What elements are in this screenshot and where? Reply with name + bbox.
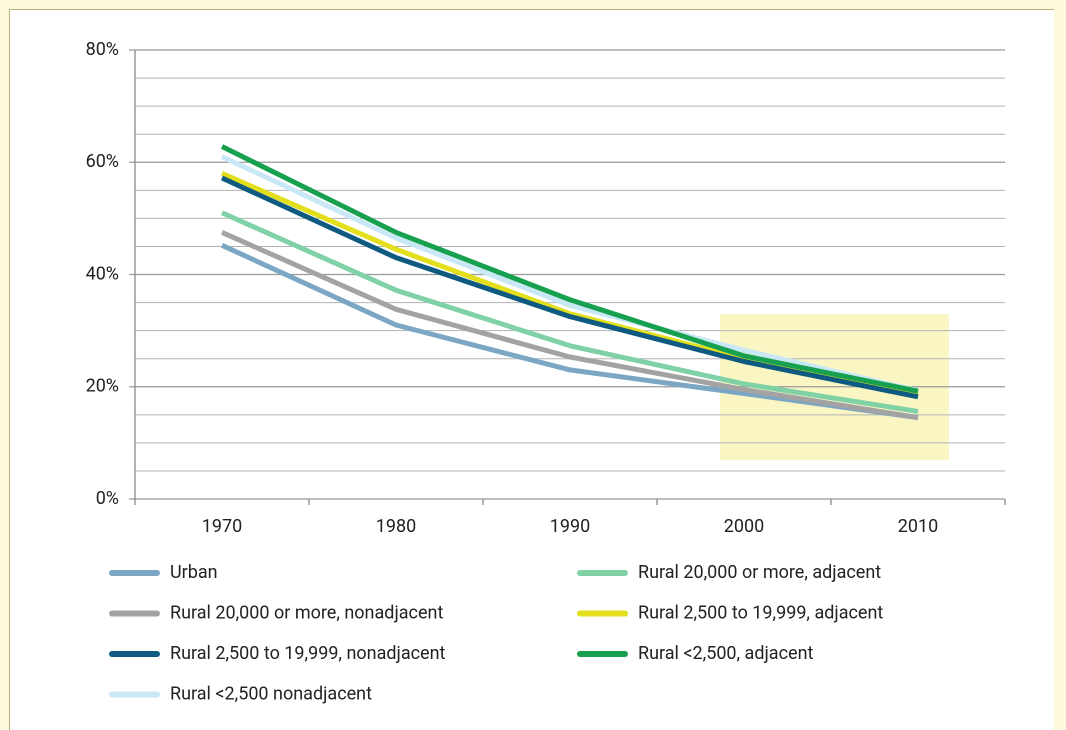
- legend-label: Rural 2,500 to 19,999, nonadjacent: [170, 643, 446, 664]
- legend-label: Rural <2,500, adjacent: [638, 643, 814, 664]
- x-tick-label: 1990: [550, 516, 590, 537]
- series-line: [220, 154, 919, 394]
- y-tick-label: 0%: [96, 488, 119, 509]
- x-tick-label: 2010: [898, 516, 938, 537]
- series-line: [220, 210, 919, 414]
- legend-label: Rural 20,000 or more, nonadjacent: [170, 602, 443, 623]
- x-tick-label: 1980: [376, 516, 416, 537]
- legend-label: Urban: [170, 562, 218, 583]
- y-tick-label: 60%: [86, 151, 119, 172]
- legend-label: Rural <2,500 nonadjacent: [170, 683, 372, 704]
- legend-label: Rural 20,000 or more, adjacent: [638, 562, 881, 583]
- legend-label: Rural 2,500 to 19,999, adjacent: [638, 602, 883, 623]
- x-tick-label: 2000: [724, 516, 764, 537]
- series-line: [220, 230, 919, 421]
- series-line: [220, 144, 919, 394]
- series-line: [220, 175, 919, 400]
- x-tick-label: 1970: [202, 516, 242, 537]
- y-tick-label: 20%: [86, 376, 119, 397]
- y-tick-label: 80%: [86, 39, 119, 60]
- series-line: [220, 243, 919, 421]
- y-tick-label: 40%: [86, 263, 119, 284]
